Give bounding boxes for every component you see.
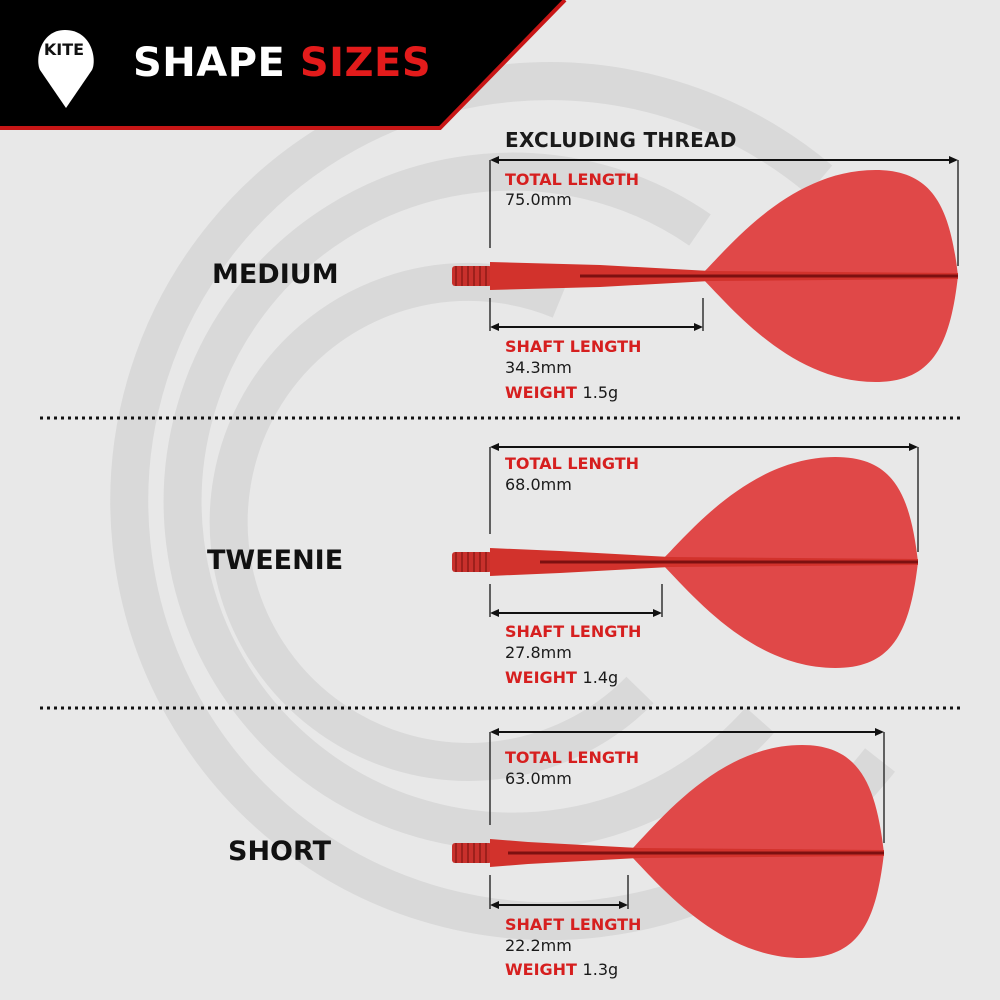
weight-value: 1.4g <box>582 668 619 687</box>
shaft-length-arrow-head-right <box>653 609 662 617</box>
title-red: SIZES <box>299 40 432 86</box>
weight-row: WEIGHT 1.3g <box>505 960 618 979</box>
total-length-value: 63.0mm <box>505 769 572 788</box>
total-length-arrow-head-left <box>490 443 499 451</box>
shaft-length-value: 27.8mm <box>505 643 572 662</box>
weight-label: WEIGHT <box>505 383 577 402</box>
shaft-length-arrow-head-left <box>490 323 499 331</box>
total-length-arrow-head-right <box>909 443 918 451</box>
weight-label: WEIGHT <box>505 960 577 979</box>
weight-label: WEIGHT <box>505 668 577 687</box>
shaft-length-value: 22.2mm <box>505 936 572 955</box>
title-white: SHAPE <box>133 40 286 86</box>
weight-value: 1.5g <box>582 383 619 402</box>
shaft-length-label: SHAFT LENGTH <box>505 337 642 356</box>
total-length-label: TOTAL LENGTH <box>505 454 640 473</box>
kite-logo-icon <box>38 30 94 108</box>
total-length-arrow-head-right <box>875 728 884 736</box>
total-length-arrow-head-right <box>949 156 958 164</box>
page-title: SHAPE SIZES <box>133 40 431 86</box>
shaft-length-value: 34.3mm <box>505 358 572 377</box>
logo-text: KITE <box>43 40 85 59</box>
shaft-length-label: SHAFT LENGTH <box>505 622 642 641</box>
total-length-label: TOTAL LENGTH <box>505 170 640 189</box>
weight-row: WEIGHT 1.5g <box>505 383 618 402</box>
total-length-value: 68.0mm <box>505 475 572 494</box>
total-length-value: 75.0mm <box>505 190 572 209</box>
size-name: MEDIUM <box>212 259 339 290</box>
header-band <box>0 0 565 128</box>
weight-value: 1.3g <box>582 960 619 979</box>
excluding-thread-note: EXCLUDING THREAD <box>505 128 737 152</box>
total-length-arrow-head-left <box>490 156 499 164</box>
shaft-length-label: SHAFT LENGTH <box>505 915 642 934</box>
weight-row: WEIGHT 1.4g <box>505 668 618 687</box>
shaft-length-arrow-head-right <box>619 901 628 909</box>
shaft-length-arrow-head-left <box>490 609 499 617</box>
total-length-arrow-head-left <box>490 728 499 736</box>
size-name: SHORT <box>228 836 331 867</box>
shaft-length-arrow-head-left <box>490 901 499 909</box>
header-red-edge <box>0 0 567 130</box>
shaft-length-arrow-head-right <box>694 323 703 331</box>
total-length-label: TOTAL LENGTH <box>505 748 640 767</box>
size-name: TWEENIE <box>207 545 344 576</box>
